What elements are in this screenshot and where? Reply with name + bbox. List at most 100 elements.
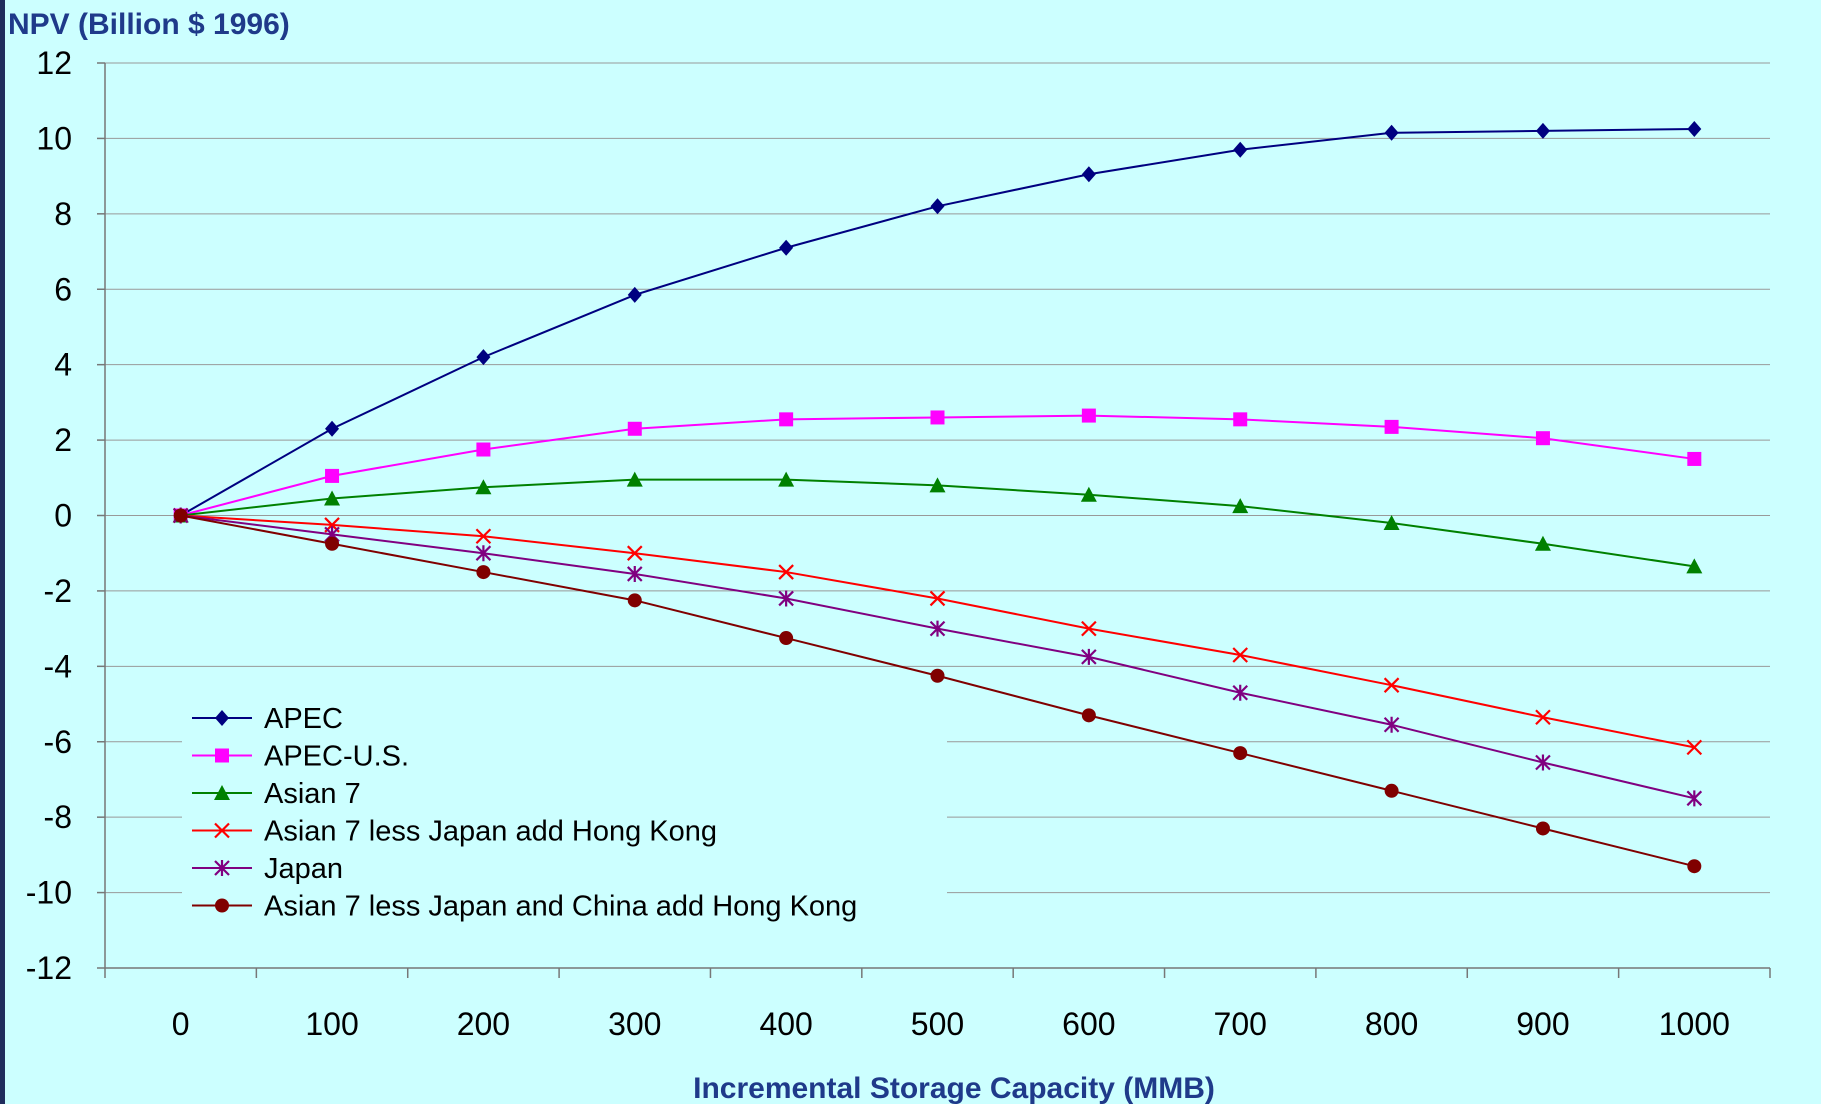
data-point bbox=[1233, 141, 1248, 158]
y-tick-label: 6 bbox=[54, 271, 72, 307]
y-tick-label: -2 bbox=[44, 573, 72, 609]
y-tick-label: 10 bbox=[36, 120, 72, 156]
y-tick-label: 12 bbox=[36, 45, 72, 81]
y-tick-labels: 12 10 8 6 4 2 0 -2 -4 -6 -8 -10 -12 bbox=[26, 45, 72, 986]
series-apec bbox=[173, 120, 1702, 524]
data-point bbox=[1233, 412, 1248, 427]
data-point bbox=[1384, 783, 1399, 798]
data-point bbox=[1384, 124, 1399, 141]
series-asian-7-less-japan-and-china-add-hong-kong bbox=[173, 508, 1702, 874]
data-point bbox=[1686, 790, 1703, 807]
data-point bbox=[779, 631, 794, 646]
data-point bbox=[1081, 408, 1096, 423]
data-point bbox=[778, 590, 794, 607]
left-border-bar bbox=[0, 0, 5, 1104]
data-point bbox=[1080, 486, 1097, 502]
legend-background bbox=[182, 695, 947, 933]
data-point bbox=[1535, 754, 1551, 771]
x-tick-label: 100 bbox=[305, 1006, 358, 1042]
x-tick-label: 800 bbox=[1365, 1006, 1418, 1042]
data-point bbox=[325, 468, 340, 483]
data-point bbox=[627, 286, 642, 303]
y-tick-label: -10 bbox=[26, 875, 72, 911]
legend-item: Asian 7 bbox=[192, 778, 361, 810]
data-point bbox=[778, 471, 795, 487]
data-point bbox=[173, 508, 188, 523]
data-point bbox=[929, 620, 946, 637]
data-point bbox=[779, 239, 794, 256]
data-point bbox=[1081, 166, 1096, 183]
series-asian-7 bbox=[172, 471, 1703, 574]
data-point bbox=[476, 349, 491, 366]
data-point bbox=[1686, 558, 1703, 574]
data-point bbox=[626, 565, 643, 582]
x-tick-label: 0 bbox=[172, 1006, 190, 1042]
data-point bbox=[475, 528, 492, 545]
data-point bbox=[1534, 535, 1551, 551]
data-point bbox=[325, 536, 340, 551]
data-point bbox=[626, 471, 643, 487]
data-point bbox=[1081, 708, 1096, 723]
legend-item: Asian 7 less Japan and China add Hong Ko… bbox=[192, 891, 857, 923]
y-tick-label: -8 bbox=[44, 799, 72, 835]
series-line bbox=[180, 414, 1695, 517]
legend-label: Asian 7 bbox=[264, 778, 361, 810]
x-tick-label: 500 bbox=[911, 1006, 964, 1042]
data-point bbox=[929, 590, 946, 607]
data-point bbox=[1535, 122, 1550, 139]
axes bbox=[97, 62, 1771, 978]
series-line bbox=[180, 127, 1695, 517]
data-point bbox=[930, 198, 945, 215]
plot-area: 12 10 8 6 4 2 0 -2 -4 -6 -8 -10 -12 0 100 200 300 400 500… bbox=[26, 45, 1771, 1042]
data-point bbox=[627, 593, 642, 608]
series-line bbox=[180, 478, 1695, 568]
legend-label: APEC bbox=[264, 703, 343, 735]
x-axis-title: Incremental Storage Capacity (MMB) bbox=[693, 1072, 1215, 1104]
data-point bbox=[1383, 716, 1400, 733]
x-tick-label: 1000 bbox=[1659, 1006, 1730, 1042]
data-point bbox=[476, 442, 491, 457]
y-tick-label: -4 bbox=[44, 648, 72, 684]
data-point bbox=[627, 421, 642, 436]
legend-marker bbox=[215, 898, 229, 913]
data-point bbox=[929, 477, 946, 493]
data-point bbox=[930, 410, 945, 425]
data-point bbox=[779, 412, 794, 427]
x-tick-label: 400 bbox=[759, 1006, 812, 1042]
legend-marker bbox=[214, 822, 230, 839]
data-point bbox=[1687, 859, 1702, 874]
data-point bbox=[778, 564, 794, 580]
data-point bbox=[1687, 451, 1702, 466]
legend-marker bbox=[214, 785, 230, 800]
data-point bbox=[475, 545, 492, 562]
data-point bbox=[475, 479, 492, 495]
legend-item: Japan bbox=[192, 853, 343, 885]
data-point bbox=[1686, 739, 1703, 756]
data-point bbox=[1233, 746, 1248, 761]
data-point bbox=[1232, 647, 1249, 663]
legend: APEC APEC-U.S. Asian 7 Asian 7 less Japan a… bbox=[182, 695, 947, 933]
x-tick-label: 300 bbox=[608, 1006, 661, 1042]
series-group bbox=[172, 120, 1703, 874]
legend-label: Asian 7 less Japan and China add Hong Ko… bbox=[264, 891, 857, 923]
data-point bbox=[1687, 120, 1702, 137]
data-point bbox=[1383, 677, 1400, 693]
legend-item: APEC-U.S. bbox=[192, 741, 409, 773]
x-tick-label: 200 bbox=[457, 1006, 510, 1042]
data-point bbox=[476, 565, 491, 580]
legend-item: Asian 7 less Japan add Hong Kong bbox=[192, 816, 717, 848]
data-point bbox=[626, 545, 643, 561]
data-point bbox=[1232, 498, 1249, 514]
y-tick-label: -12 bbox=[26, 950, 72, 986]
x-tick-label: 700 bbox=[1214, 1006, 1267, 1042]
y-tick-label: 8 bbox=[54, 196, 72, 232]
data-point bbox=[1535, 821, 1550, 836]
legend-marker bbox=[215, 748, 229, 763]
x-tick-labels: 0 100 200 300 400 500 600 700 800 900 1000 bbox=[172, 1006, 1730, 1042]
y-tick-label: 2 bbox=[54, 422, 72, 458]
data-point bbox=[1383, 515, 1400, 531]
data-point bbox=[1232, 684, 1249, 701]
legend-item: APEC bbox=[192, 703, 343, 735]
data-point bbox=[930, 668, 945, 683]
